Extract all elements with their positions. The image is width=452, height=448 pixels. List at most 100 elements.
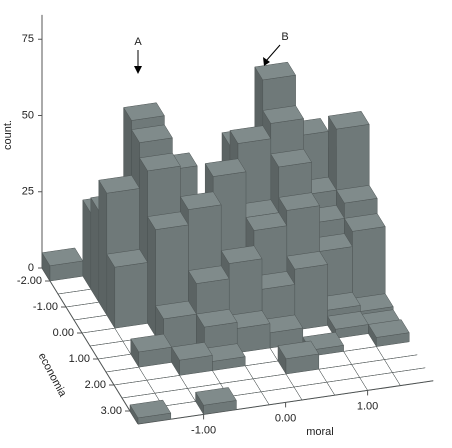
bar-front <box>114 262 148 329</box>
bar-front <box>245 360 279 367</box>
bar-top <box>204 158 247 177</box>
bar-side <box>244 365 254 379</box>
bar-side <box>351 364 360 378</box>
bar-side <box>57 293 67 308</box>
bar-side <box>285 373 295 388</box>
annotation: B <box>281 31 288 43</box>
arrow-head <box>263 57 270 66</box>
bar-top <box>254 61 297 81</box>
bar-front <box>73 314 107 321</box>
bar <box>351 364 393 378</box>
bar <box>392 372 434 386</box>
bar-front <box>146 375 180 381</box>
bar-front <box>121 392 155 399</box>
bar <box>179 375 221 389</box>
y-tick-label: -1.00 <box>33 301 58 313</box>
bar-front <box>220 378 254 384</box>
bar-front <box>400 380 434 386</box>
bar-front <box>367 385 401 391</box>
bar-side <box>89 345 99 360</box>
bar-top <box>220 245 263 264</box>
bar-front <box>170 414 204 420</box>
bar-front <box>236 323 271 354</box>
bar-front <box>236 404 270 410</box>
bar <box>57 293 99 308</box>
bar-side <box>343 351 352 365</box>
bar <box>359 377 401 391</box>
bar <box>97 358 139 373</box>
bar-side <box>49 280 59 295</box>
bar-front <box>318 364 352 370</box>
bar-side <box>81 332 91 347</box>
bar-top <box>147 211 189 230</box>
bar <box>49 280 91 295</box>
bar-front <box>253 373 287 380</box>
bar-top <box>245 212 288 231</box>
bar-side <box>90 196 100 304</box>
y-tick-label: 3.00 <box>101 405 122 417</box>
bar-side <box>187 388 196 402</box>
bar-front <box>343 346 377 352</box>
bar-top <box>367 319 410 338</box>
bar-side <box>269 347 279 362</box>
bar-front <box>187 383 221 389</box>
bar-side <box>376 346 385 360</box>
bar-side <box>138 367 148 381</box>
bar-front <box>65 301 99 308</box>
bar-front <box>326 377 360 383</box>
x-tick-label: -1.00 <box>191 424 216 436</box>
bar-front <box>334 390 368 396</box>
bar-top <box>277 340 320 360</box>
bar <box>113 384 155 399</box>
bar <box>105 371 147 386</box>
bar-front <box>351 359 385 365</box>
bar-top <box>195 387 237 406</box>
arrow <box>265 44 281 62</box>
bar <box>129 399 172 425</box>
bar-side <box>179 375 188 389</box>
bar-side <box>114 328 124 342</box>
bar <box>260 391 303 406</box>
bar-top <box>270 148 313 168</box>
x-axis-label: moral <box>306 426 334 438</box>
y-tick-label: 1.00 <box>69 353 90 365</box>
z-tick-label: 25 <box>22 186 34 198</box>
bar-side <box>146 380 156 394</box>
bar <box>195 387 237 416</box>
bar-top <box>327 111 370 130</box>
bar-top <box>187 265 230 284</box>
bar <box>130 333 173 369</box>
bar-front <box>57 288 91 295</box>
bar-front <box>269 399 303 406</box>
bar-front <box>294 264 328 331</box>
bar <box>244 365 287 380</box>
bar-side <box>212 370 221 384</box>
x-tick-label: 1.00 <box>357 400 378 412</box>
bar <box>277 340 320 375</box>
bar-top <box>278 192 321 211</box>
bar <box>384 359 426 373</box>
y-tick-label: -2.00 <box>17 275 42 287</box>
bar-side <box>293 386 303 401</box>
bar-side <box>122 341 132 355</box>
bar-front <box>162 401 196 407</box>
bar <box>293 386 335 401</box>
y-tick-label: 2.00 <box>85 379 106 391</box>
bar-side <box>73 319 83 334</box>
bar-front <box>113 379 147 386</box>
bar <box>106 249 149 330</box>
bar <box>376 346 418 360</box>
bar-front <box>301 394 335 401</box>
bar-top <box>335 185 378 204</box>
bar-top <box>343 213 386 232</box>
bar <box>367 319 410 348</box>
bar-side <box>98 179 108 317</box>
bar <box>343 351 385 365</box>
bar-front <box>89 340 123 347</box>
bar-side <box>113 384 123 399</box>
bar-side <box>82 199 92 291</box>
bar-top <box>286 251 329 270</box>
bar-top <box>171 342 213 361</box>
bar-front <box>97 353 131 360</box>
